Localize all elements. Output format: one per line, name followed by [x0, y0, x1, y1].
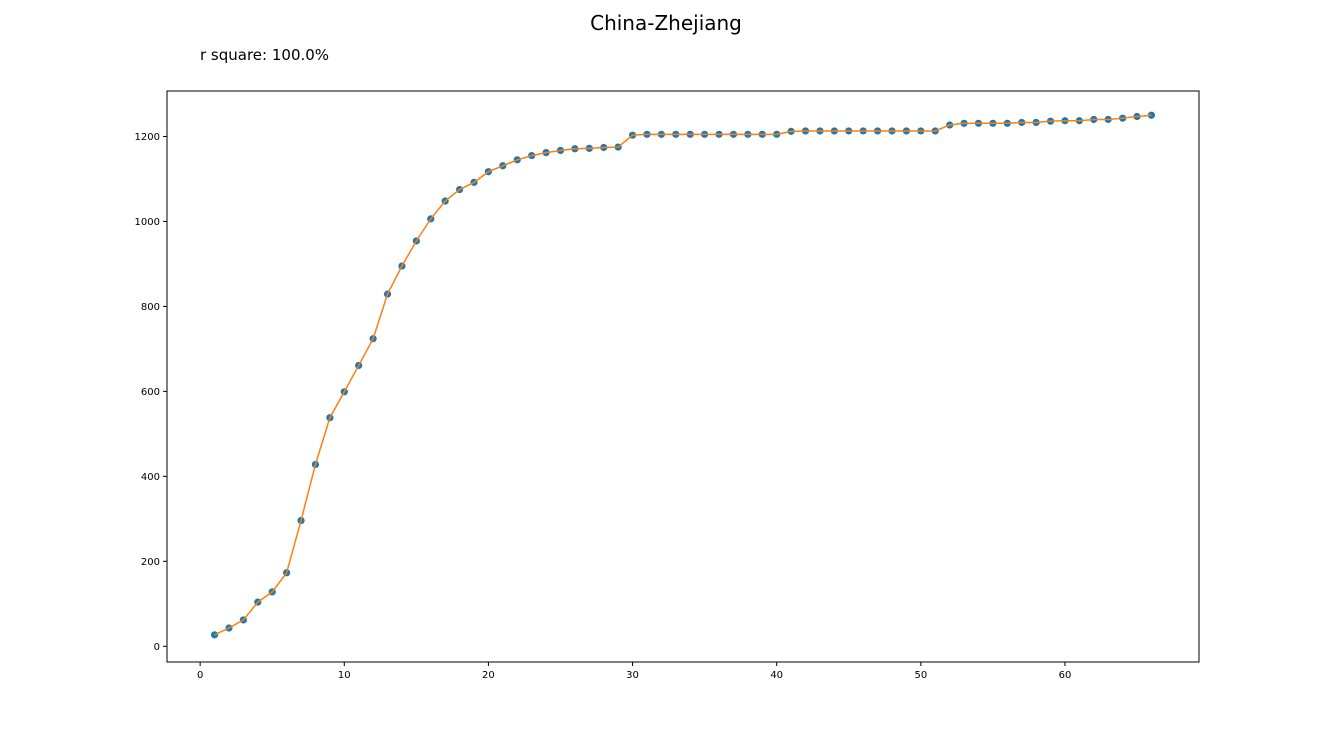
- fit-line: [214, 114, 1152, 636]
- fit-line-layer: [214, 114, 1152, 636]
- y-tick-label: 800: [141, 302, 160, 313]
- y-tick-label: 0: [154, 642, 160, 653]
- data-points-layer: [210, 111, 1156, 639]
- x-tick-label: 40: [770, 670, 783, 681]
- y-tick-label: 1000: [135, 217, 160, 228]
- x-tick-label: 0: [197, 670, 203, 681]
- x-tick-label: 10: [338, 670, 351, 681]
- y-tick-label: 400: [141, 472, 160, 483]
- x-axis: 0 10 20 30 40 50 60: [197, 662, 1071, 681]
- x-tick-label: 30: [626, 670, 639, 681]
- chart-title: China-Zhejiang: [590, 11, 742, 35]
- plot-area-frame: [166, 90, 1200, 663]
- y-tick-label: 1200: [135, 132, 160, 143]
- r-square-annotation: r square: 100.0%: [200, 46, 329, 64]
- x-tick-label: 50: [914, 670, 927, 681]
- x-tick-label: 20: [482, 670, 495, 681]
- y-tick-label: 600: [141, 387, 160, 398]
- y-tick-label: 200: [141, 557, 160, 568]
- y-axis: 0 200 400 600 800 1000 1200: [135, 132, 167, 653]
- x-tick-label: 60: [1059, 670, 1072, 681]
